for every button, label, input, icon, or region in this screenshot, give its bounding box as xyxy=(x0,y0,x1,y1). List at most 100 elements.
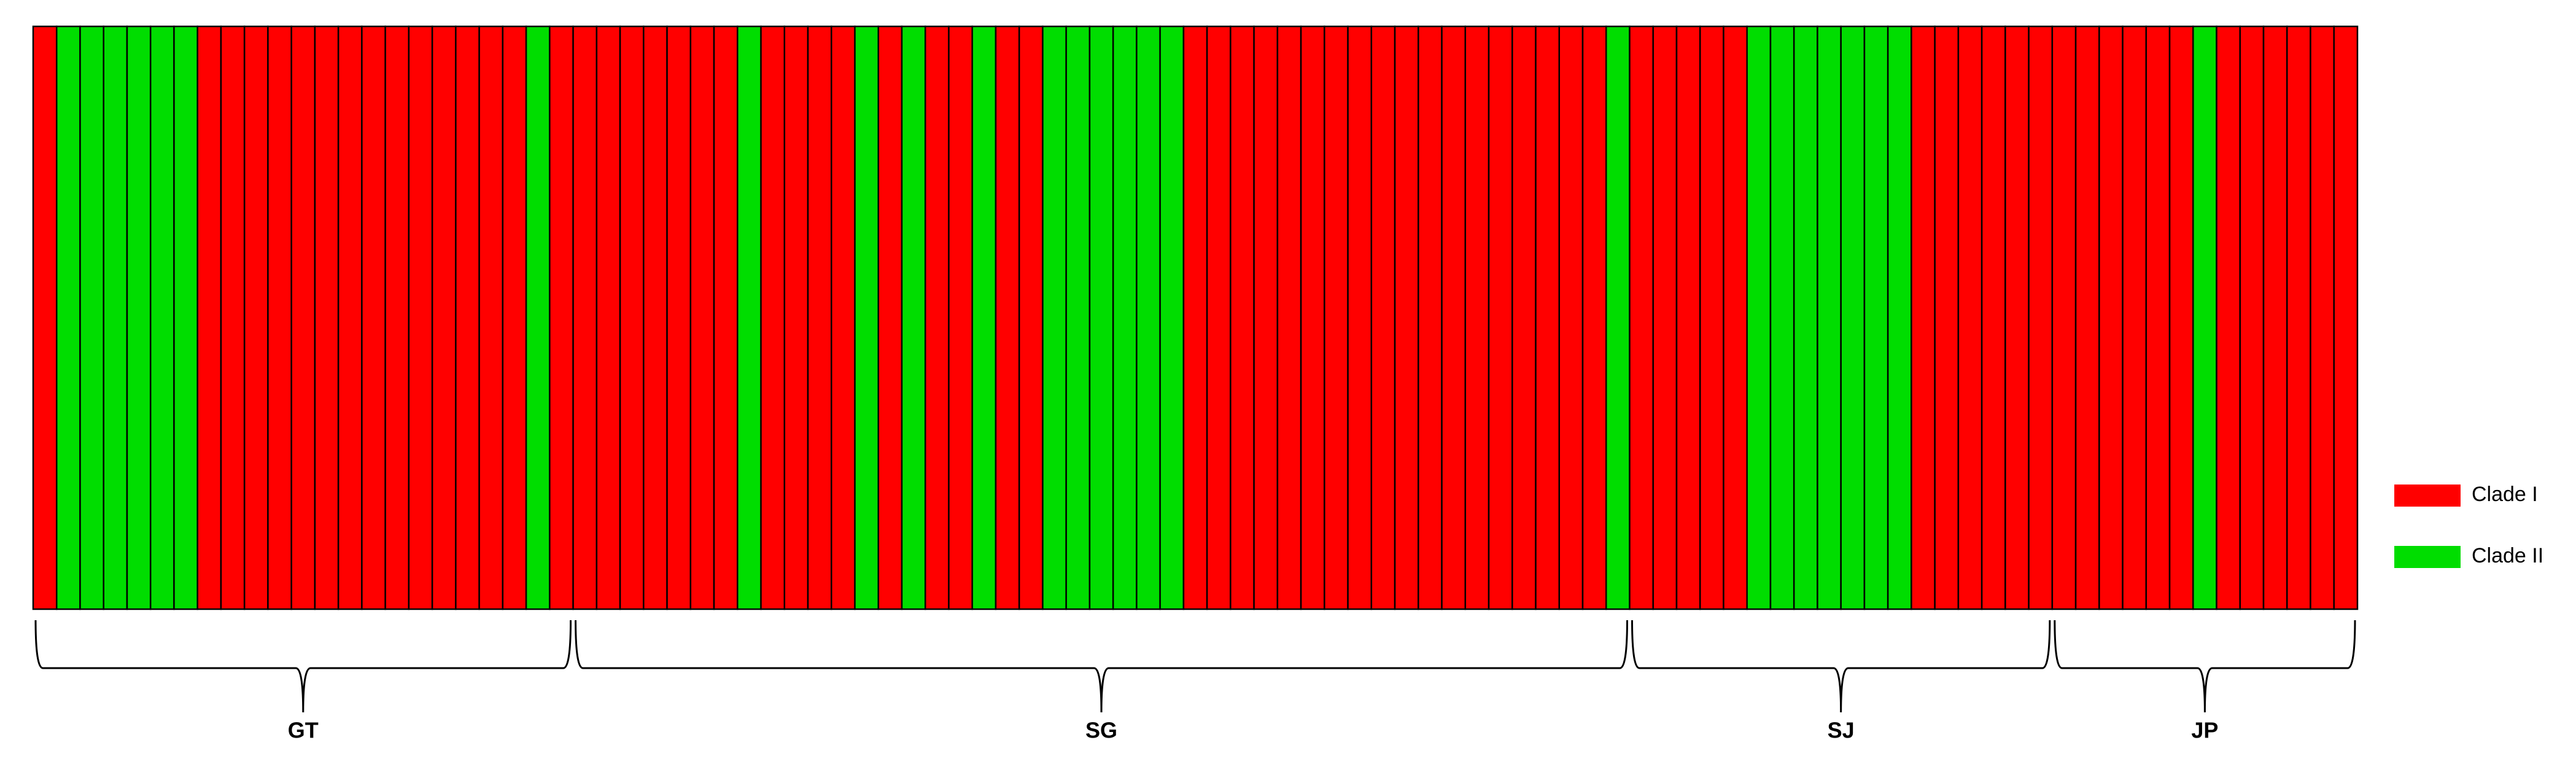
bar-segment xyxy=(713,25,739,610)
bar-segment xyxy=(1112,25,1138,610)
bar-segment xyxy=(173,25,198,610)
bar-segment xyxy=(572,25,598,610)
bar-segment xyxy=(1394,25,1419,610)
legend-swatch xyxy=(2394,485,2461,507)
bar-segment xyxy=(1605,25,1631,610)
bar-segment xyxy=(1699,25,1724,610)
bar-segment xyxy=(2216,25,2241,610)
bar-segment xyxy=(196,25,222,610)
bar-segment xyxy=(1088,25,1114,610)
bar-segment xyxy=(384,25,410,610)
bar-segment xyxy=(689,25,715,610)
bar-segment xyxy=(337,25,363,610)
bar-segment xyxy=(1840,25,1866,610)
group-label: JP xyxy=(2191,718,2218,743)
bar-segment xyxy=(2028,25,2054,610)
bar-segment xyxy=(901,25,926,610)
bar-segment xyxy=(549,25,574,610)
bar-segment xyxy=(1300,25,1325,610)
bar-segment xyxy=(126,25,152,610)
bar-segment xyxy=(455,25,480,610)
bar-segment xyxy=(1980,25,2006,610)
legend-swatch xyxy=(2394,546,2461,568)
bar-segment xyxy=(2239,25,2265,610)
bar-segment xyxy=(643,25,668,610)
bar-segment xyxy=(1418,25,1443,610)
bar-segment xyxy=(2310,25,2335,610)
bar-segment xyxy=(2262,25,2288,610)
bar-segment xyxy=(737,25,762,610)
bar-segment xyxy=(1253,25,1279,610)
bar-segment xyxy=(267,25,292,610)
bar-segment xyxy=(2098,25,2124,610)
bar-segment xyxy=(1769,25,1795,610)
bar-segment xyxy=(290,25,316,610)
bar-segment xyxy=(948,25,973,610)
bar-segment xyxy=(971,25,997,610)
group-bracket xyxy=(1631,620,2051,713)
legend-label: Clade I xyxy=(2472,483,2538,506)
bar-segment xyxy=(1934,25,1960,610)
bar-segment xyxy=(103,25,128,610)
bar-segment xyxy=(149,25,175,610)
bar-segment xyxy=(1629,25,1654,610)
bar-segment xyxy=(1347,25,1373,610)
bar-segment xyxy=(760,25,786,610)
bar-segment xyxy=(1488,25,1513,610)
bar-segment xyxy=(2286,25,2311,610)
bar-segment xyxy=(478,25,504,610)
bar-segment xyxy=(1159,25,1185,610)
bar-segment xyxy=(1863,25,1889,610)
bar-segment xyxy=(1441,25,1467,610)
group-label: GT xyxy=(288,718,319,743)
group-bracket xyxy=(2054,620,2356,713)
bar-segment xyxy=(220,25,246,610)
bar-segment xyxy=(807,25,832,610)
bar-segment xyxy=(243,25,269,610)
bar-segment xyxy=(314,25,339,610)
bar-segment xyxy=(1675,25,1701,610)
bar-segment xyxy=(2145,25,2171,610)
bar-segment xyxy=(1136,25,1161,610)
bar-segment xyxy=(1793,25,1818,610)
bar-segment xyxy=(32,25,58,610)
bar-segment xyxy=(1723,25,1748,610)
bar-segment xyxy=(1887,25,1912,610)
bar-segment xyxy=(1535,25,1561,610)
bar-segment xyxy=(2074,25,2100,610)
bar-segment xyxy=(2168,25,2194,610)
bar-segment xyxy=(596,25,621,610)
bar-segment xyxy=(2192,25,2217,610)
bar-segment xyxy=(431,25,457,610)
bar-segment xyxy=(2051,25,2077,610)
legend-label: Clade II xyxy=(2472,544,2543,567)
bar-segment xyxy=(830,25,856,610)
group-label: SJ xyxy=(1828,718,1855,743)
bar-segment xyxy=(995,25,1020,610)
bar-segment xyxy=(2333,25,2359,610)
bar-segment xyxy=(1230,25,1255,610)
bar-segment xyxy=(1817,25,1842,610)
bar-segment xyxy=(1276,25,1302,610)
bar-segment xyxy=(1652,25,1678,610)
bar-segment xyxy=(502,25,527,610)
bar-segment xyxy=(666,25,692,610)
bar-segment xyxy=(361,25,386,610)
bar-segment xyxy=(1464,25,1490,610)
bar-segment xyxy=(1065,25,1091,610)
bar-segment xyxy=(1206,25,1232,610)
bar-segment xyxy=(55,25,81,610)
bar-segment xyxy=(1581,25,1607,610)
bar-segment xyxy=(783,25,809,610)
bar-segment xyxy=(1558,25,1584,610)
group-bracket xyxy=(575,620,1628,713)
bar-segment xyxy=(1018,25,1044,610)
group-label: SG xyxy=(1085,718,1117,743)
bar-segment xyxy=(619,25,645,610)
bar-segment xyxy=(2122,25,2147,610)
bar-segment xyxy=(1370,25,1396,610)
bar-segment xyxy=(1511,25,1537,610)
bar-segment xyxy=(525,25,551,610)
bar-segment xyxy=(854,25,879,610)
